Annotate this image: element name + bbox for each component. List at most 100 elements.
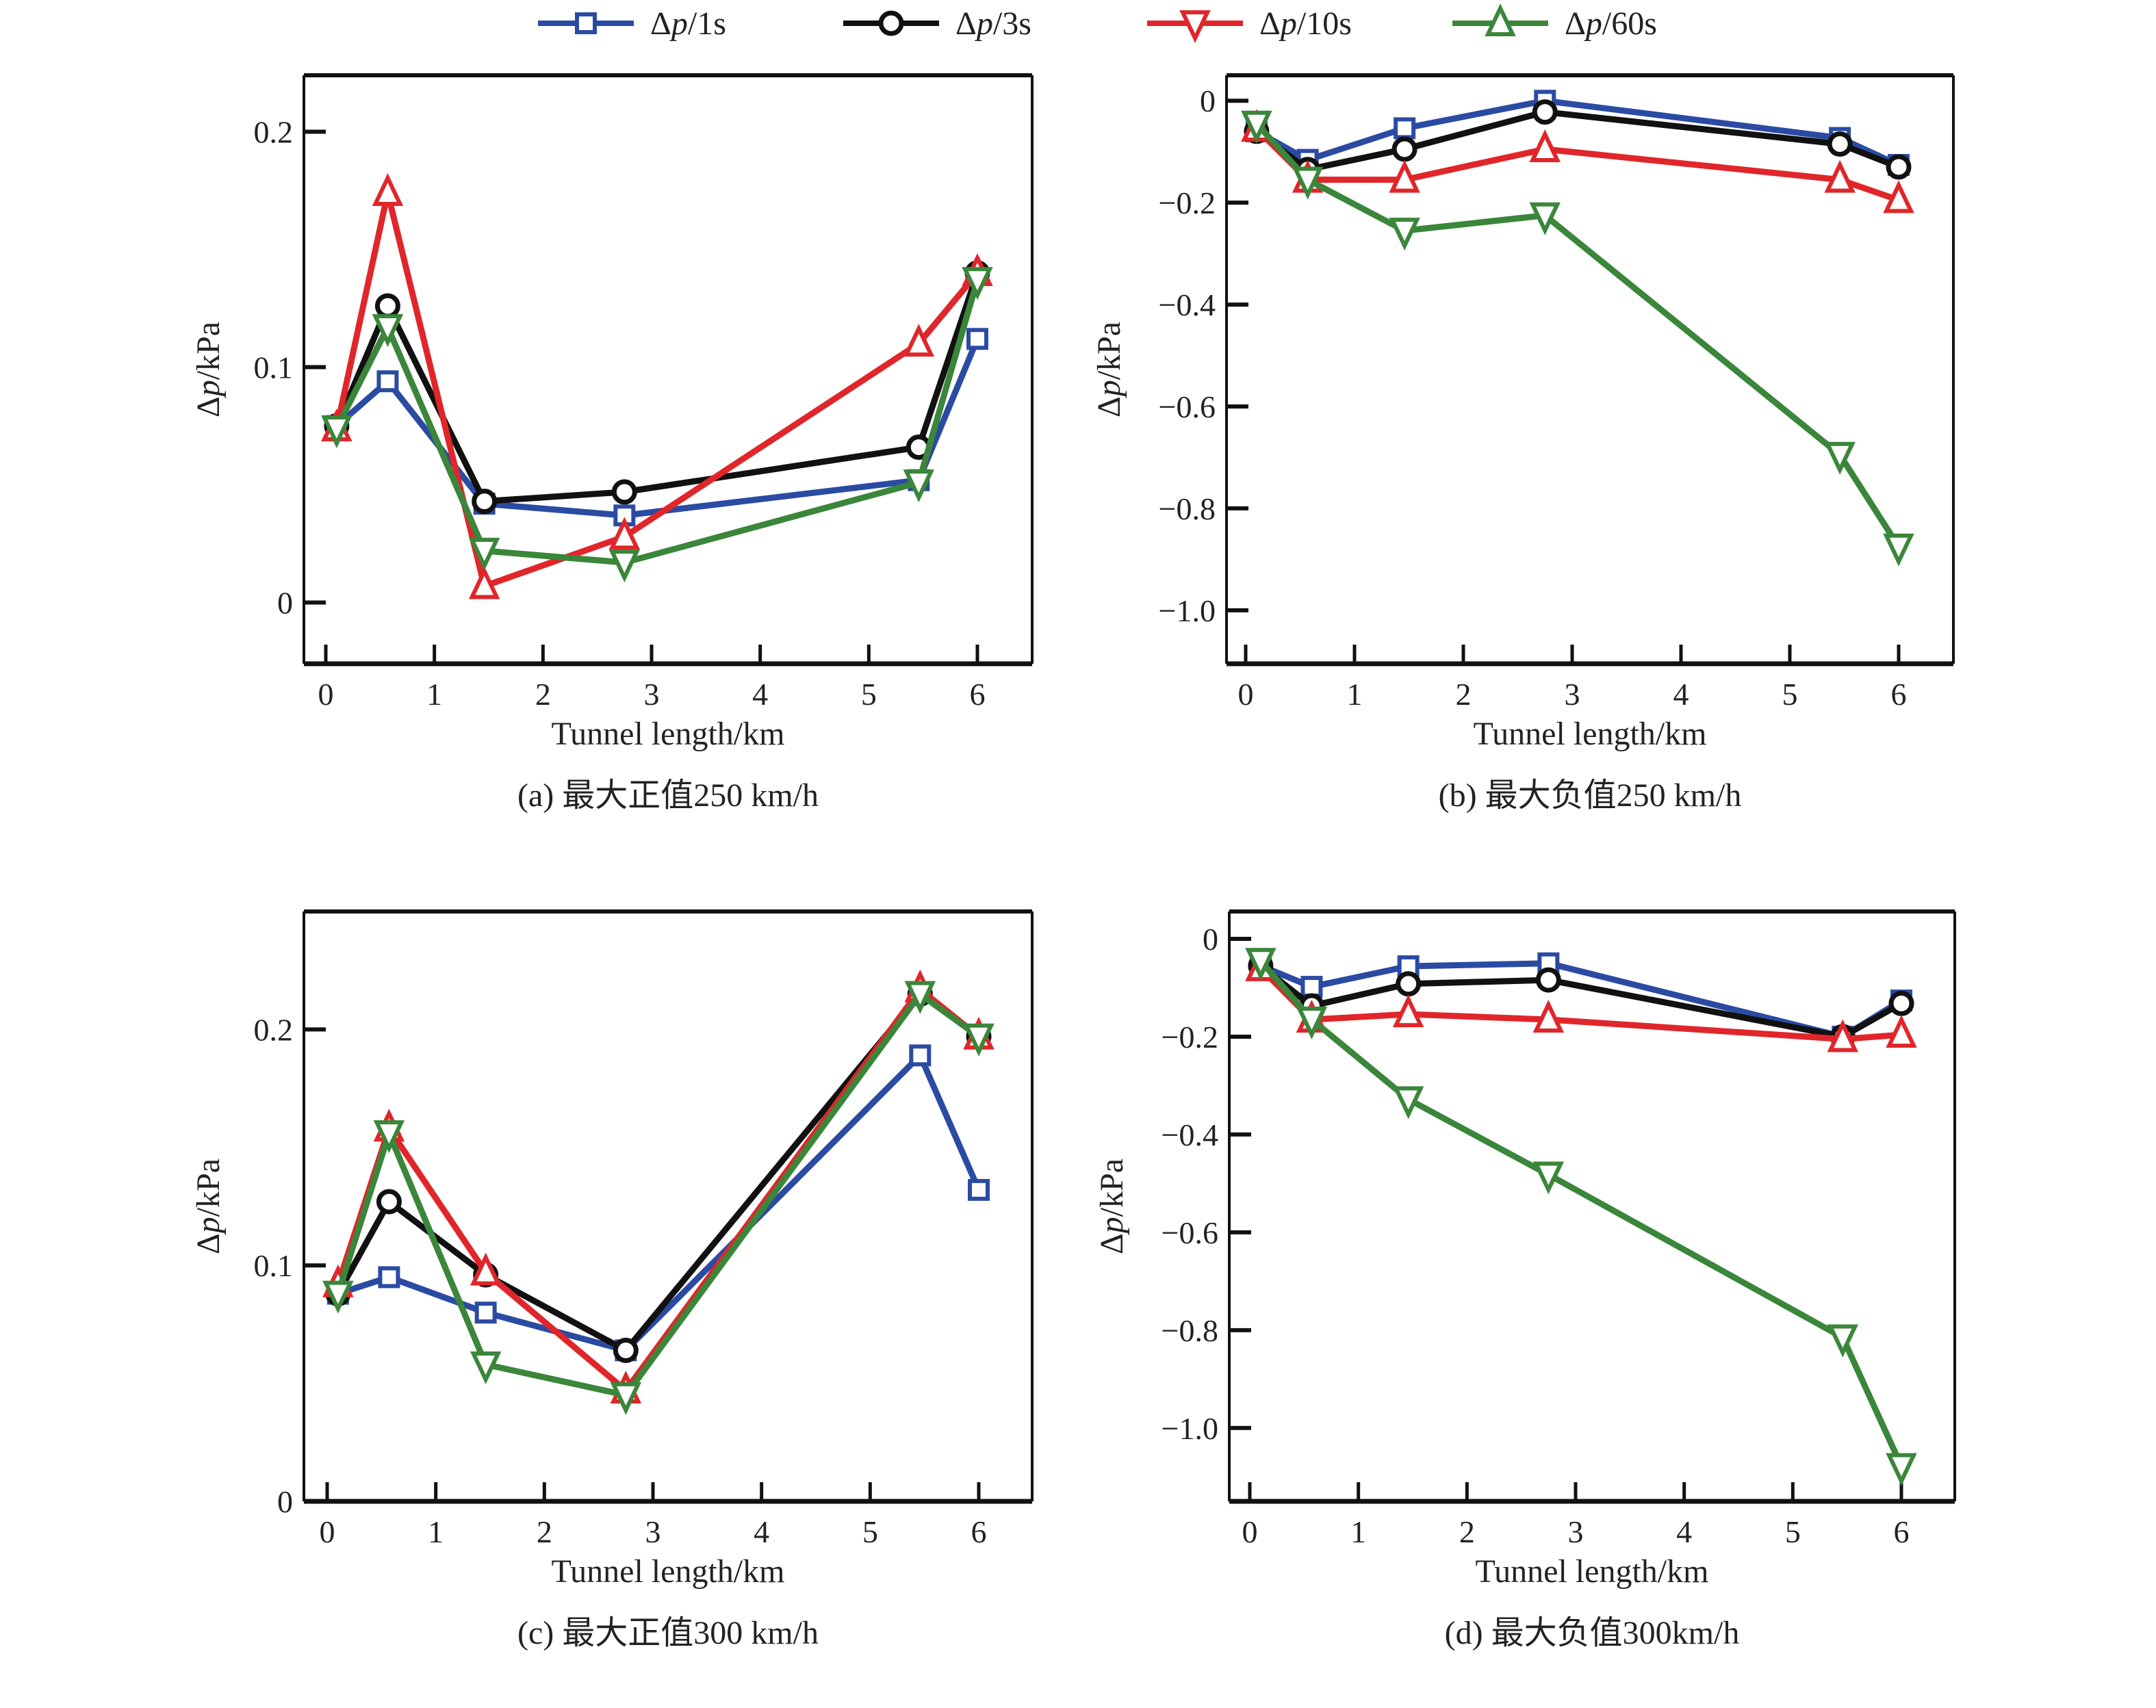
data-point bbox=[468, 566, 500, 599]
data-point bbox=[322, 1280, 354, 1314]
series-p60s bbox=[321, 267, 993, 583]
x-tick-label: 0 bbox=[1238, 677, 1254, 712]
y-axis-label-prefix: Δ bbox=[190, 396, 227, 417]
x-tick-label: 5 bbox=[861, 677, 877, 712]
y-tick-label: 0.2 bbox=[254, 115, 294, 150]
series-line bbox=[1255, 109, 1900, 173]
data-point bbox=[1389, 218, 1420, 251]
data-point bbox=[1394, 117, 1416, 140]
legend-label: Δp/3s bbox=[955, 5, 1031, 42]
y-tick-label: −1.0 bbox=[1159, 593, 1216, 628]
data-point bbox=[1300, 976, 1323, 998]
data-point bbox=[474, 1302, 497, 1324]
legend-label-prefix: Δ bbox=[1565, 5, 1586, 42]
data-point bbox=[1532, 99, 1558, 125]
x-tick-label: 0 bbox=[318, 677, 334, 712]
legend-label-suffix: /3s bbox=[993, 5, 1031, 42]
data-point bbox=[1292, 166, 1324, 200]
data-point bbox=[1886, 154, 1912, 180]
series-line bbox=[1254, 121, 1901, 549]
y-tick-label: −0.4 bbox=[1159, 287, 1216, 322]
x-tick-label: 5 bbox=[862, 1514, 878, 1549]
legend-label-var: p bbox=[669, 5, 688, 42]
data-point bbox=[1392, 994, 1424, 1028]
data-point bbox=[1392, 1086, 1424, 1120]
data-point bbox=[468, 537, 500, 571]
series-p10s bbox=[321, 172, 993, 599]
y-tick-label: −0.6 bbox=[1159, 389, 1216, 424]
y-tick-label: −0.4 bbox=[1162, 1117, 1218, 1152]
legend-marker-square bbox=[575, 12, 597, 34]
x-tick-label: 3 bbox=[645, 1514, 661, 1549]
legend-label: Δp/1s bbox=[650, 5, 726, 42]
data-point bbox=[1529, 202, 1561, 235]
x-tick-label: 4 bbox=[1673, 677, 1689, 712]
series-p60s bbox=[322, 981, 994, 1415]
x-tick-label: 4 bbox=[754, 1514, 769, 1549]
y-axis-label-prefix: Δ bbox=[1094, 1233, 1130, 1254]
legend-label-suffix: /10s bbox=[1297, 5, 1352, 42]
legend-label-suffix: /60s bbox=[1602, 5, 1657, 42]
legend-item: Δp/10s bbox=[1147, 5, 1352, 44]
data-point bbox=[1883, 180, 1914, 214]
data-point bbox=[373, 1120, 405, 1154]
legend-marker-triangle-up bbox=[1485, 3, 1516, 36]
data-point bbox=[472, 489, 498, 515]
y-tick-label: −0.8 bbox=[1159, 491, 1216, 526]
x-tick-label: 1 bbox=[428, 1514, 444, 1549]
data-point bbox=[1824, 441, 1856, 475]
data-point bbox=[613, 1337, 639, 1363]
y-axis-label-suffix: /kPa bbox=[1094, 1159, 1130, 1217]
data-point bbox=[904, 981, 936, 1014]
x-tick-label: 2 bbox=[537, 1514, 552, 1549]
panel-caption: (b) 最大负值250 km/h bbox=[1439, 777, 1742, 814]
chart-panel-c: 0 1 2 3 4 5 6 0 0.1 0.2 Tunnel length/km Δp/kPa (c) … bbox=[190, 909, 1034, 1651]
data-point bbox=[610, 1382, 642, 1415]
data-point bbox=[1241, 110, 1272, 144]
data-point bbox=[903, 469, 935, 503]
legend-item: Δp/1s bbox=[538, 5, 726, 42]
legend-label-prefix: Δ bbox=[1259, 5, 1281, 42]
data-point bbox=[1532, 999, 1565, 1033]
y-tick-label: 0.2 bbox=[254, 1012, 294, 1047]
x-tick-label: 3 bbox=[644, 677, 660, 712]
x-tick-label: 5 bbox=[1785, 1514, 1801, 1549]
data-point bbox=[372, 314, 404, 348]
legend-label-var: p bbox=[1279, 5, 1297, 42]
y-axis-label-var: p bbox=[190, 380, 227, 398]
chart-panel-d: 0 1 2 3 4 5 6 0 −0.2 −0.4 −0.6 −0.8 −1.0 Tunnel lengt… bbox=[1094, 909, 1956, 1651]
y-tick-label: 0 bbox=[277, 1484, 293, 1519]
data-point bbox=[1883, 533, 1914, 567]
y-tick-label: −0.2 bbox=[1162, 1020, 1218, 1054]
y-axis-label-var: p bbox=[1091, 380, 1127, 398]
data-point bbox=[1827, 131, 1853, 157]
y-tick-label: −0.6 bbox=[1162, 1215, 1218, 1250]
y-tick-label: 0 bbox=[277, 586, 293, 621]
data-point bbox=[1391, 136, 1417, 162]
data-point bbox=[1532, 1161, 1565, 1195]
legend-marker-circle bbox=[878, 10, 904, 36]
panel-caption: (d) 最大负值300km/h bbox=[1445, 1615, 1740, 1651]
legend-item: Δp/3s bbox=[843, 5, 1031, 42]
x-tick-label: 3 bbox=[1565, 677, 1580, 712]
series-p60s bbox=[1241, 110, 1914, 567]
x-axis-label: Tunnel length/km bbox=[1476, 1553, 1709, 1590]
legend-label-prefix: Δ bbox=[955, 5, 977, 42]
x-axis-label: Tunnel length/km bbox=[552, 716, 785, 752]
y-axis-label-prefix: Δ bbox=[1091, 396, 1127, 417]
y-axis-label: Δp/kPa bbox=[190, 1159, 227, 1254]
data-point bbox=[374, 293, 400, 319]
data-point bbox=[1827, 1324, 1859, 1358]
legend-label: Δp/60s bbox=[1565, 5, 1657, 42]
x-tick-label: 0 bbox=[320, 1514, 335, 1549]
data-point bbox=[966, 328, 988, 350]
x-tick-label: 6 bbox=[1894, 1514, 1910, 1549]
data-point bbox=[608, 517, 641, 550]
series-p10s bbox=[1245, 948, 1917, 1052]
data-point bbox=[1396, 971, 1422, 997]
panel-caption: (a) 最大正值250 km/h bbox=[517, 777, 819, 814]
x-tick-label: 6 bbox=[970, 677, 986, 712]
y-axis-label: Δp/kPa bbox=[190, 322, 227, 417]
data-point bbox=[1389, 159, 1420, 193]
